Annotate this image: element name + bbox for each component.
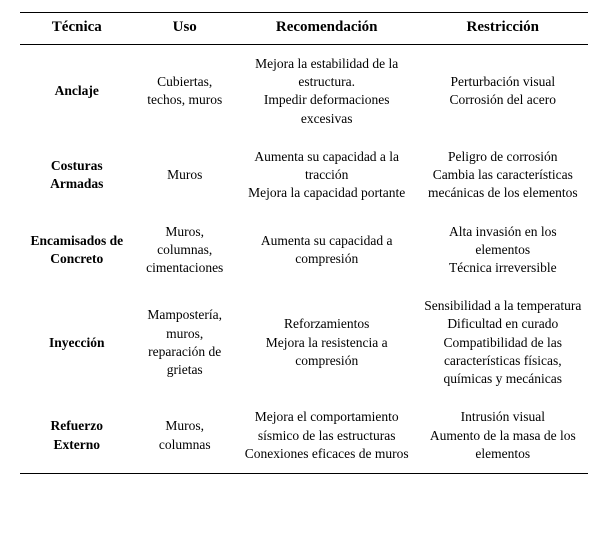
cell-uso: Muros [134,138,236,213]
cell-restriccion: Intrusión visualAumento de la masa de lo… [418,398,588,473]
cell-restriccion: Perturbación visualCorrosión del acero [418,45,588,138]
cell-uso: Muros, columnas [134,398,236,473]
cell-uso: Muros, columnas, cimentaciones [134,213,236,288]
table-header: Técnica Uso Recomendación Restricción [20,13,588,45]
cell-tecnica: Costuras Armadas [20,138,134,213]
col-header-tecnica: Técnica [20,13,134,45]
table-row: Anclaje Cubiertas, techos, muros Mejora … [20,45,588,138]
cell-restriccion: Peligro de corrosiónCambia las caracterí… [418,138,588,213]
table-row: Costuras Armadas Muros Aumenta su capaci… [20,138,588,213]
table-row: Inyección Mampostería, muros, reparación… [20,287,588,398]
cell-uso: Mampostería, muros, reparación de grieta… [134,287,236,398]
cell-tecnica: Anclaje [20,45,134,138]
table-body: Anclaje Cubiertas, techos, muros Mejora … [20,45,588,474]
cell-tecnica: Refuerzo Externo [20,398,134,473]
cell-recomendacion: Aumenta su capacidad a compresión [236,213,418,288]
col-header-restriccion: Restricción [418,13,588,45]
techniques-table: Técnica Uso Recomendación Restricción An… [20,12,588,474]
table-row: Encamisados de Concreto Muros, columnas,… [20,213,588,288]
table-row: Refuerzo Externo Muros, columnas Mejora … [20,398,588,473]
cell-restriccion: Sensibilidad a la temperaturaDificultad … [418,287,588,398]
col-header-recomendacion: Recomendación [236,13,418,45]
cell-uso: Cubiertas, techos, muros [134,45,236,138]
cell-tecnica: Encamisados de Concreto [20,213,134,288]
cell-recomendacion: Aumenta su capacidad a la tracciónMejora… [236,138,418,213]
cell-recomendacion: ReforzamientosMejora la resistencia a co… [236,287,418,398]
cell-tecnica: Inyección [20,287,134,398]
col-header-uso: Uso [134,13,236,45]
cell-recomendacion: Mejora la estabilidad de la estructura.I… [236,45,418,138]
cell-recomendacion: Mejora el comportamiento sísmico de las … [236,398,418,473]
cell-restriccion: Alta invasión en los elementosTécnica ir… [418,213,588,288]
